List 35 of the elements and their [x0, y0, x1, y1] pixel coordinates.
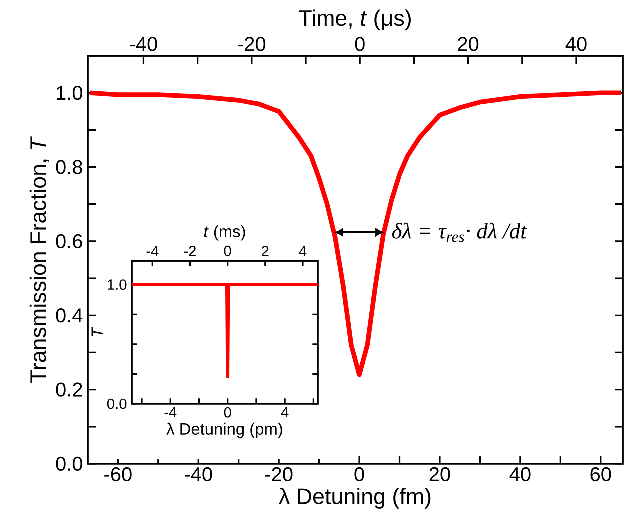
x2-tick-label: -40 — [130, 37, 158, 52]
x2-tick-label: -20 — [238, 37, 266, 52]
x2-tick-label: -4 — [146, 246, 159, 256]
x-tick-label: -20 — [266, 467, 293, 482]
y-tick-label: 0.2 — [56, 382, 82, 397]
x2-axis-title: t (ms) — [204, 225, 246, 241]
y-axis-title: Transmission Fraction, T — [30, 136, 49, 383]
x-tick-label: 40 — [510, 467, 531, 482]
y-tick-label: 1.0 — [57, 86, 82, 100]
x-tick-label: 0 — [354, 467, 364, 482]
y-tick-label: 0.0 — [56, 456, 82, 472]
x2-tick-label: 0 — [224, 246, 232, 256]
y-tick-label: 1.0 — [108, 280, 127, 290]
x-tick-label: 20 — [430, 467, 450, 482]
x2-tick-label: 2 — [262, 246, 269, 256]
x-tick-label: 0 — [224, 407, 232, 418]
x2-tick-label: 40 — [566, 37, 587, 52]
x-tick-label: -60 — [104, 467, 132, 482]
x-tick-label: 4 — [281, 407, 289, 418]
x2-tick-label: 20 — [458, 37, 479, 52]
x-tick-label: 60 — [590, 467, 612, 482]
y-tick-label: 0.8 — [56, 160, 82, 174]
y-tick-label: 0.6 — [56, 234, 82, 249]
x-axis-title: λ Detuning (fm) — [279, 488, 431, 509]
y-axis-title: T — [92, 326, 104, 337]
x2-tick-label: -2 — [184, 246, 196, 256]
x-tick-label: -40 — [185, 467, 212, 482]
y-tick-label: 0.4 — [56, 308, 83, 323]
annotation: δλ = τ$_{res}$· dλ /dt — [392, 222, 528, 242]
x-axis-title: λ Detuning (pm) — [166, 422, 282, 438]
y-tick-label: 0.0 — [107, 398, 127, 410]
x2-tick-label: 4 — [299, 246, 307, 256]
x-tick-label: -4 — [164, 407, 177, 418]
x2-tick-label: 0 — [355, 37, 365, 52]
x2-axis-title: Time, t (μs) — [299, 10, 411, 31]
